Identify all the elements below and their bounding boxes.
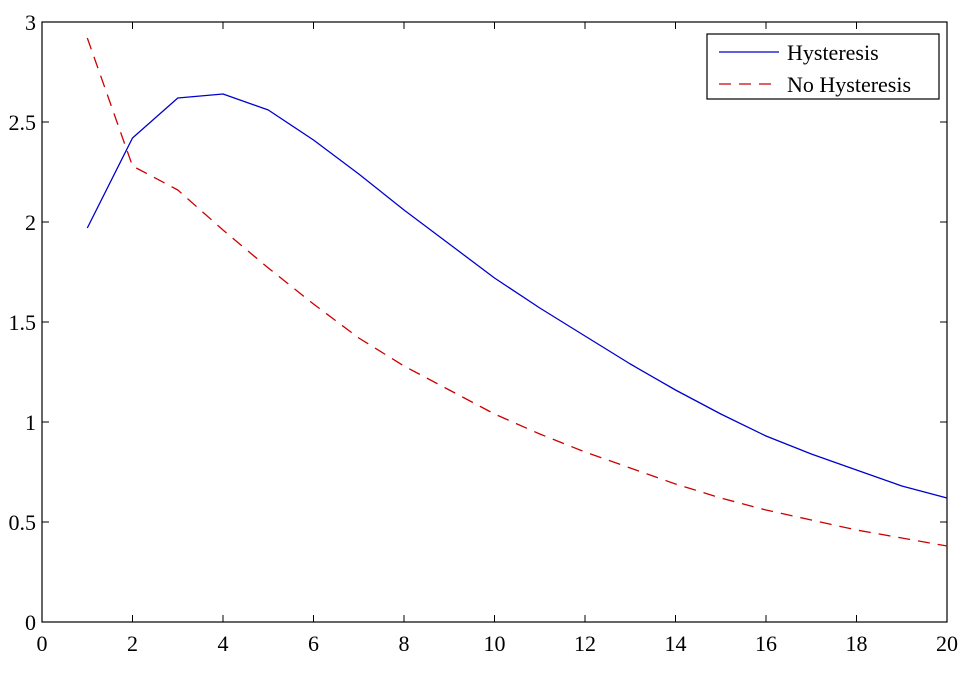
x-tick-label: 14 bbox=[665, 631, 687, 656]
x-tick-label: 18 bbox=[846, 631, 868, 656]
plot-frame-group bbox=[41, 21, 948, 623]
x-tick-label: 6 bbox=[308, 631, 319, 656]
legend-label: Hysteresis bbox=[787, 40, 879, 65]
x-tick-label: 12 bbox=[574, 631, 596, 656]
series-line-no-hysteresis bbox=[86, 37, 948, 547]
series-lines bbox=[86, 37, 948, 547]
y-tick-label: 1.5 bbox=[9, 310, 37, 335]
x-tick-label: 8 bbox=[399, 631, 410, 656]
axis-ticks: 0 2 4 6 8 10 12 14 16 18 20 0 0.5 1 1.5 2 2.5 3 bbox=[9, 10, 959, 656]
y-tick-label: 2 bbox=[25, 210, 36, 235]
plot-frame bbox=[41, 21, 948, 623]
x-tick-label: 20 bbox=[936, 631, 958, 656]
x-tick-label: 10 bbox=[484, 631, 506, 656]
y-tick-label: 0 bbox=[25, 610, 36, 635]
legend-label: No Hysteresis bbox=[787, 72, 911, 97]
x-tick-label: 2 bbox=[127, 631, 138, 656]
x-tick-label: 16 bbox=[755, 631, 777, 656]
x-tick-label: 0 bbox=[37, 631, 48, 656]
y-tick-label: 0.5 bbox=[9, 510, 37, 535]
y-tick-label: 1 bbox=[25, 410, 36, 435]
y-tick-label: 2.5 bbox=[9, 110, 37, 135]
x-tick-label: 4 bbox=[218, 631, 229, 656]
legend-box bbox=[706, 33, 940, 100]
y-tick-label: 3 bbox=[25, 10, 36, 35]
legend: Hysteresis No Hysteresis bbox=[706, 33, 940, 100]
series-line-hysteresis bbox=[86, 93, 948, 499]
